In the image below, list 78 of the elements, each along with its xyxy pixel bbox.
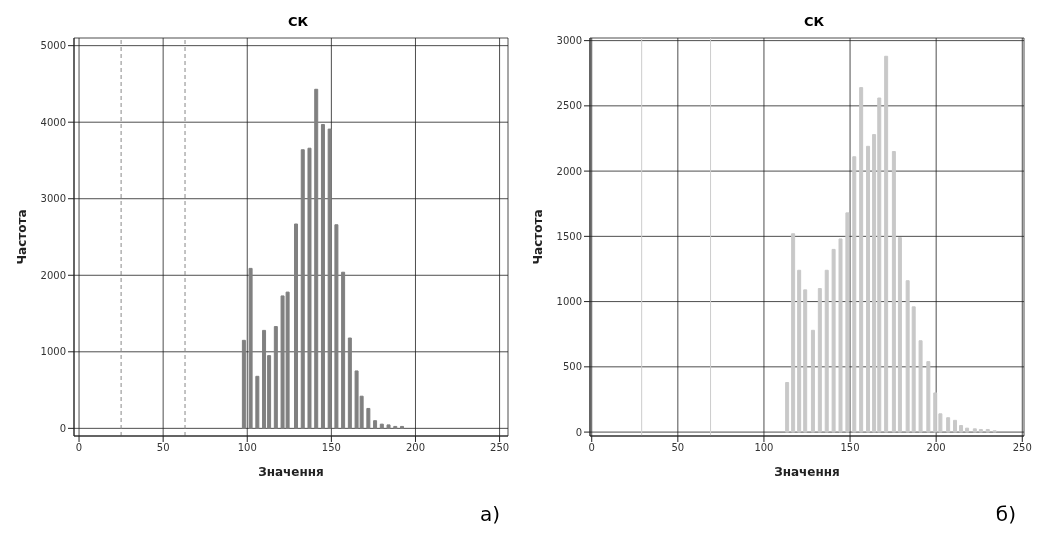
bar [366, 407, 371, 429]
x-tick-label: 0 [588, 442, 595, 454]
bar [300, 149, 305, 429]
x-tick-label: 100 [754, 442, 774, 454]
bar [241, 339, 246, 429]
bar [379, 423, 384, 429]
bar [262, 329, 267, 429]
x-axis-title: Значення [774, 465, 840, 479]
y-tick-label: 1500 [556, 230, 582, 242]
bar [859, 87, 864, 433]
text: а) [478, 502, 501, 526]
bar [891, 151, 896, 433]
bar [965, 427, 970, 433]
bar [255, 375, 260, 429]
bar [866, 145, 871, 433]
bar [341, 271, 346, 429]
bar [972, 428, 977, 433]
y-tick-label: 5000 [40, 40, 66, 52]
x-tick-label: 50 [156, 442, 170, 454]
y-tick-label: 1000 [556, 296, 582, 308]
bar [327, 128, 332, 429]
x-tick-label: 100 [237, 442, 257, 454]
bar [307, 147, 312, 429]
bar [797, 269, 802, 433]
x-tick-label: 150 [321, 442, 341, 454]
bar [831, 248, 836, 433]
y-tick-label: 3000 [40, 193, 66, 205]
bar [386, 424, 391, 429]
bar [334, 224, 339, 429]
x-tick-label: 150 [840, 442, 860, 454]
x-tick-label: 200 [926, 442, 946, 454]
y-axis-title: Частота [15, 209, 30, 265]
chart-title: СК [803, 14, 825, 29]
y-tick-label: 500 [562, 361, 582, 373]
bar [918, 340, 923, 433]
bar [320, 123, 325, 429]
bar [946, 417, 951, 433]
text: б) [994, 502, 1017, 526]
bar [953, 419, 958, 433]
bar [273, 326, 278, 429]
x-tick-label: 250 [490, 442, 510, 454]
bar [897, 237, 902, 433]
y-tick-label: 2000 [556, 165, 582, 177]
x-tick-label: 0 [75, 442, 83, 454]
chart-title: СК [287, 14, 309, 29]
bar [884, 55, 889, 433]
bar [985, 428, 990, 433]
bar [791, 233, 796, 433]
bar [905, 280, 910, 433]
y-tick-label: 1000 [40, 346, 66, 358]
bar [824, 269, 829, 433]
bar [803, 289, 808, 433]
x-tick-label: 50 [671, 442, 685, 454]
bar [978, 428, 983, 433]
bar [248, 267, 253, 429]
y-axis-title: Частота [531, 209, 546, 265]
bar [911, 306, 916, 433]
y-tick-label: 0 [575, 426, 582, 438]
x-tick-label: 200 [405, 442, 426, 454]
bar [314, 88, 319, 429]
y-tick-label: 3000 [556, 35, 582, 47]
bar [294, 223, 299, 429]
bar [959, 425, 964, 433]
y-tick-label: 4000 [40, 116, 66, 128]
bar [373, 420, 378, 429]
bar [810, 329, 815, 433]
bar [852, 156, 857, 433]
y-tick-label: 2000 [40, 269, 66, 281]
bar [817, 288, 822, 433]
bar [845, 212, 850, 433]
y-tick-label: 0 [59, 422, 66, 434]
x-axis-title: Значення [258, 465, 324, 479]
x-tick-label: 250 [1012, 442, 1032, 454]
y-tick-label: 2500 [556, 100, 582, 112]
bar [785, 382, 790, 433]
bar [838, 238, 843, 433]
bar [926, 361, 931, 433]
bar [347, 337, 352, 429]
